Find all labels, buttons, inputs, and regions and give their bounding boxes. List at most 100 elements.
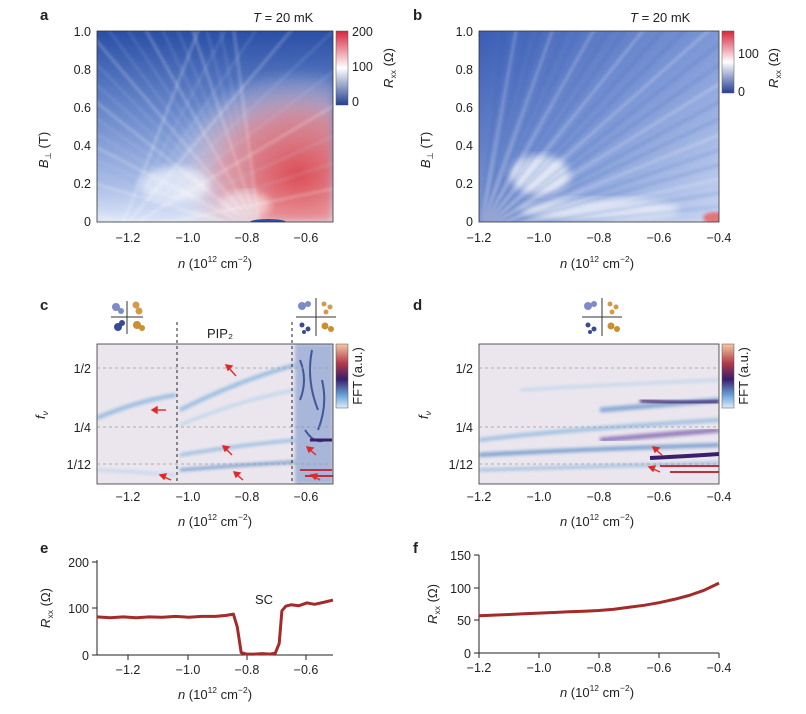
tick-label: −0.8 <box>235 663 260 677</box>
temp-label-a: T = 20 mK <box>253 10 314 25</box>
tick-label: 0 <box>82 649 89 663</box>
tick-label: −0.8 <box>235 490 260 504</box>
tick-label: −1.0 <box>176 490 201 504</box>
cbar-tick: 200 <box>352 25 373 39</box>
tick-label: 0.6 <box>74 101 91 115</box>
tick-label: −0.6 <box>294 231 319 245</box>
landau-fan-line <box>481 31 517 222</box>
landau-fan-line <box>192 31 258 222</box>
landau-fan-line <box>124 31 226 222</box>
panel-label-d: d <box>413 297 422 314</box>
tick-label: 1/2 <box>74 362 91 376</box>
landau-fan-line <box>177 31 257 222</box>
cbar-title-a: Rxx (Ω) <box>381 48 398 88</box>
region-label-pip2: PIP₂ <box>207 326 233 341</box>
panel-f: f 150 100 50 0 −1.2 −1.0 −0.8 −0.6 −0.4 … <box>413 540 731 700</box>
annotation-sc: SC <box>255 592 273 607</box>
x-axis-label-a: n (1012 cm−2) <box>178 254 252 271</box>
tick-label: −0.6 <box>294 490 319 504</box>
tick-label: 0.2 <box>74 177 91 191</box>
tick-label: 1/4 <box>74 421 91 435</box>
colorbar-c: FFT (a.u.) <box>335 343 365 409</box>
panel-label-c: c <box>40 297 48 314</box>
landau-fan-line <box>484 31 580 222</box>
y-axis-label-b: B⊥ (T) <box>418 132 435 168</box>
tick-label: 0.8 <box>456 63 473 77</box>
tick-label: 0 <box>464 647 471 661</box>
tick-label: 100 <box>68 602 89 616</box>
landau-fan-line <box>149 163 333 222</box>
landau-fan-line <box>495 83 719 222</box>
colorbar-b: 100 0 Rxx (Ω) <box>721 30 783 99</box>
tick-label: 0.6 <box>456 101 473 115</box>
fft-streak <box>179 363 296 412</box>
panel-label-b: b <box>413 7 422 24</box>
landau-fan-line <box>233 31 260 222</box>
tick-label: −1.0 <box>176 663 201 677</box>
panel-a: a T = 20 mK 1.0 0.8 0.6 0.4 0.2 0 B⊥ (T)… <box>36 7 398 271</box>
cbar-title-c: FFT (a.u.) <box>350 347 365 405</box>
lattice-icon-right <box>296 298 336 336</box>
landau-fan-line <box>166 188 333 222</box>
landau-fan-line <box>570 206 719 222</box>
landau-fan-line <box>141 135 333 222</box>
fft-streak <box>97 468 177 477</box>
x-axis-label-d: n (1012 cm−2) <box>560 512 634 529</box>
tick-label: −1.0 <box>527 661 552 675</box>
annotation-arrows-c <box>150 364 321 481</box>
cbar-tick: 100 <box>352 60 373 74</box>
tick-label: −1.2 <box>116 490 141 504</box>
panel-c: c PIP₂ <box>33 297 365 529</box>
panel-e: e 200 100 0 −1.2 −1.0 −0.8 −0.6 Rxx (Ω) … <box>38 540 334 702</box>
temp-label-b: T = 20 mK <box>630 10 691 25</box>
heatmap-c <box>97 344 333 484</box>
tick-label: 150 <box>450 549 471 563</box>
fft-streak <box>179 438 296 457</box>
tick-label: 1/12 <box>67 458 91 472</box>
tick-label: 1/12 <box>449 458 473 472</box>
landau-fan-line <box>480 31 505 222</box>
landau-fan-line <box>482 31 541 222</box>
cbar-tick: 0 <box>738 85 745 99</box>
landau-fan-line <box>490 31 710 222</box>
panel-label-a: a <box>40 7 49 24</box>
landau-fan-line <box>493 64 719 222</box>
landau-fan-line <box>135 105 333 222</box>
cbar-title-d: FFT (a.u.) <box>736 347 751 405</box>
lattice-icon-left <box>111 301 145 334</box>
tick-label: −1.0 <box>527 490 552 504</box>
landau-fan-line <box>484 31 594 222</box>
fft-streak <box>479 461 719 472</box>
landau-fan-line <box>97 64 251 222</box>
tick-label: −0.8 <box>587 661 612 675</box>
x-axis-b: −1.2 −1.0 −0.8 −0.6 −0.4 n (1012 cm−2) <box>467 231 732 271</box>
landau-fan-line <box>97 147 242 222</box>
landau-fan-line <box>97 195 218 222</box>
landau-fan-line <box>130 31 333 222</box>
cbar-tick: 100 <box>738 47 759 61</box>
tick-label: 0 <box>466 215 473 229</box>
tick-label: 100 <box>450 582 471 596</box>
tick-label: −0.4 <box>707 661 732 675</box>
y-axis-label-a: B⊥ (T) <box>36 132 53 168</box>
tick-label: −1.2 <box>116 231 141 245</box>
landau-fan-line <box>486 31 626 222</box>
colorbar-d: FFT (a.u.) <box>721 343 751 409</box>
x-axis-label-f: n (1012 cm−2) <box>560 683 634 700</box>
tick-label: −1.2 <box>116 663 141 677</box>
tick-label: −1.2 <box>467 661 492 675</box>
landau-fan-line <box>522 178 719 222</box>
series-line-e <box>96 598 334 656</box>
tick-label: 200 <box>68 556 89 570</box>
tick-label: −0.8 <box>587 231 612 245</box>
x-axis-label-c: n (1012 cm−2) <box>178 512 252 529</box>
x-axis-d: −1.2 −1.0 −0.8 −0.6 −0.4 n (1012 cm−2) <box>467 490 732 529</box>
tick-label: 1.0 <box>74 25 91 39</box>
axes-f: 150 100 50 0 −1.2 −1.0 −0.8 −0.6 −0.4 Rx… <box>425 549 731 700</box>
landau-fan-line <box>123 31 199 222</box>
landau-fan-line <box>483 31 566 222</box>
landau-fan-line <box>127 31 292 222</box>
landau-fan-line <box>128 31 254 222</box>
heatmap-b <box>479 31 719 222</box>
landau-fan-line <box>487 31 644 222</box>
